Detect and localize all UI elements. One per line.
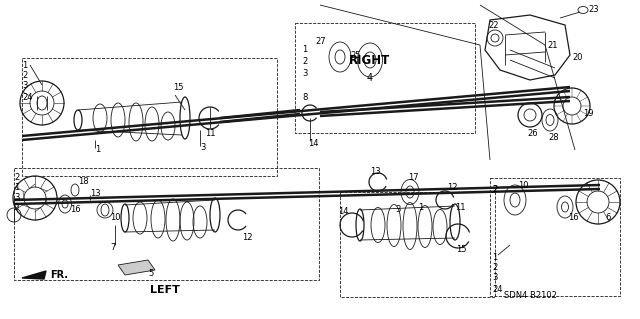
Text: LEFT: LEFT: [150, 285, 180, 295]
Text: 13: 13: [370, 167, 381, 176]
Text: 2: 2: [492, 186, 497, 195]
Polygon shape: [22, 271, 46, 279]
Text: 1: 1: [302, 46, 307, 55]
Text: 14: 14: [308, 138, 319, 147]
Text: 6: 6: [605, 213, 611, 222]
Text: 1: 1: [492, 254, 497, 263]
Text: 3: 3: [200, 144, 205, 152]
Text: 9: 9: [14, 204, 19, 212]
Text: 18: 18: [78, 177, 88, 187]
Text: RIGHT: RIGHT: [349, 54, 390, 66]
Text: 3: 3: [14, 194, 19, 203]
Bar: [490, 178, 620, 296]
Text: 24: 24: [492, 286, 502, 294]
Text: 21: 21: [547, 41, 557, 49]
Text: 14: 14: [338, 207, 349, 217]
Text: 10: 10: [518, 182, 529, 190]
Text: 23: 23: [588, 5, 598, 14]
Text: 2: 2: [492, 186, 497, 195]
Text: 10: 10: [110, 213, 120, 222]
Text: 25: 25: [350, 50, 360, 60]
Bar: [295, 23, 475, 133]
Text: 4: 4: [367, 73, 373, 83]
Text: 3: 3: [302, 70, 307, 78]
Text: 2: 2: [492, 263, 497, 272]
Text: 13: 13: [90, 189, 100, 197]
Text: 22: 22: [488, 20, 499, 29]
Text: 15: 15: [456, 246, 467, 255]
Text: 2: 2: [302, 57, 307, 66]
Text: 11: 11: [205, 129, 216, 137]
Text: 24: 24: [22, 93, 33, 101]
Polygon shape: [118, 260, 155, 275]
Text: 8: 8: [302, 93, 307, 101]
Bar: [22, 58, 277, 176]
Text: 5: 5: [148, 269, 153, 278]
Text: 1: 1: [418, 204, 423, 212]
Text: 19: 19: [583, 108, 593, 117]
Text: 15: 15: [173, 84, 184, 93]
Text: 7: 7: [110, 243, 115, 253]
Text: 12: 12: [242, 234, 253, 242]
Text: 26: 26: [527, 129, 538, 137]
Text: 16: 16: [70, 205, 81, 214]
Bar: [340, 192, 495, 297]
Text: SDN4 B2102: SDN4 B2102: [504, 291, 556, 300]
Text: 1: 1: [95, 145, 100, 154]
Text: FR.: FR.: [50, 270, 68, 280]
Text: 3: 3: [492, 273, 497, 283]
Text: 27: 27: [315, 38, 326, 47]
Text: 11: 11: [455, 204, 465, 212]
Text: 16: 16: [568, 213, 579, 222]
Text: 20: 20: [572, 54, 582, 63]
Text: 2: 2: [22, 70, 28, 79]
Text: 28: 28: [548, 133, 559, 143]
Text: 17: 17: [408, 174, 419, 182]
Text: 3: 3: [22, 80, 28, 90]
Text: 3: 3: [395, 205, 401, 214]
Text: 1: 1: [14, 183, 19, 192]
Text: 2: 2: [14, 174, 19, 182]
Text: 1: 1: [22, 61, 28, 70]
Text: 12: 12: [447, 183, 458, 192]
Bar: [14, 168, 319, 280]
